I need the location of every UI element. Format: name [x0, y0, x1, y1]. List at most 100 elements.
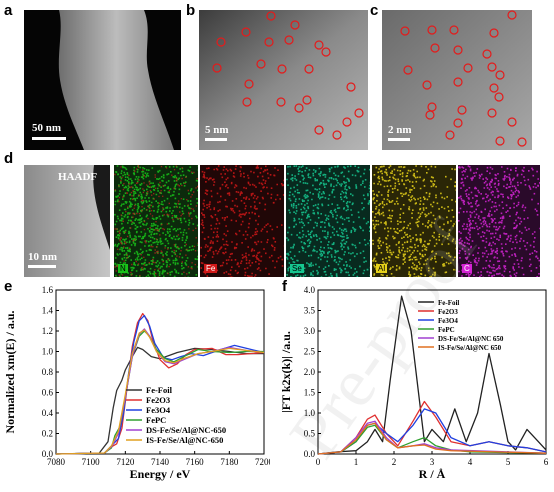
y-tick-label: 0.8 — [42, 367, 54, 377]
scale-bar-b — [205, 138, 227, 141]
eds-speckle — [200, 165, 284, 277]
atom-circle — [449, 25, 459, 35]
y-tick-label: 0.2 — [42, 429, 53, 439]
x-axis-label: Energy / eV — [130, 467, 191, 481]
panel-letter-d: d — [4, 150, 14, 167]
atom-circle — [244, 79, 254, 89]
eds-speckle — [458, 165, 540, 277]
y-tick-label: 1.5 — [304, 388, 316, 398]
scale-label-b: 5 nm — [205, 124, 229, 136]
atom-circle — [314, 40, 324, 50]
panel-letter-c: c — [370, 2, 379, 19]
x-tick-label: 1 — [354, 457, 359, 467]
atom-circle — [294, 103, 304, 113]
y-tick-label: 1.6 — [42, 285, 54, 295]
atom-circle — [445, 130, 455, 140]
exafs-chart: 0 1 2 3 4 5 6 0.0 0.5 1.0 1.5 2.0 2.5 3.0 3.5 4.0 R / Å |… — [279, 285, 548, 481]
legend-entry: Fe2O3 — [438, 308, 458, 316]
x-tick-label: 2 — [392, 457, 397, 467]
atom-circle — [517, 137, 527, 147]
y-tick-label: 1.0 — [304, 408, 316, 418]
x-tick-label: 5 — [506, 457, 511, 467]
legend-entry: DS-Fe/Se/Al@NC-650 — [146, 425, 226, 435]
x-tick-label: 7100 — [82, 457, 101, 467]
eds-map-se: Se — [286, 165, 370, 277]
atom-circle — [290, 20, 300, 30]
atom-circle — [430, 43, 440, 53]
y-axis-label: |FT k2x(k)| /a.u. — [279, 331, 293, 413]
atom-circle — [495, 136, 505, 146]
atom-circle — [489, 83, 499, 93]
atom-circle — [463, 63, 473, 73]
atom-circle — [487, 62, 497, 72]
atom-circle — [453, 118, 463, 128]
x-tick-label: 0 — [316, 457, 321, 467]
atom-circle — [489, 28, 499, 38]
atom-circle — [277, 64, 287, 74]
atom-circle — [304, 64, 314, 74]
atom-circle — [487, 108, 497, 118]
x-tick-label: 4 — [468, 457, 473, 467]
panel-letter-b: b — [186, 2, 196, 19]
panel-letter-f: f — [282, 278, 287, 295]
legend-entry: FePC — [438, 326, 455, 334]
atom-circle — [427, 25, 437, 35]
atom-circle — [321, 47, 331, 57]
scale-bar-d — [28, 265, 56, 268]
scale-label-a: 50 nm — [32, 122, 62, 134]
atom-circle — [241, 27, 251, 37]
series-line-5 — [317, 422, 547, 455]
y-axis-label: Normalized xm(E) / a.u. — [3, 311, 17, 434]
eds-map-fe: Fe — [200, 165, 284, 277]
eds-label-fe: Fe — [204, 264, 218, 273]
eds-label-al: Al — [376, 264, 388, 273]
x-tick-label: 7120 — [116, 457, 135, 467]
atom-circle — [457, 105, 467, 115]
atom-circle — [495, 70, 505, 80]
y-tick-label: 0.6 — [42, 388, 54, 398]
atom-circle — [422, 80, 432, 90]
legend-entry: DS-Fe/Se/Al@NC 650 — [438, 335, 504, 343]
eds-speckle — [114, 165, 198, 277]
atom-circle — [276, 97, 286, 107]
eds-label-n: N — [118, 264, 128, 273]
atom-circle — [494, 92, 504, 102]
legend-entry: Fe3O4 — [438, 317, 458, 325]
x-axis-label: R / Å — [419, 467, 446, 481]
atom-circle — [264, 37, 274, 47]
eds-speckle — [372, 165, 456, 277]
y-tick-label: 1.2 — [42, 326, 53, 336]
legend-entry: Fe-Foil — [146, 385, 173, 395]
haadf-image-d: HAADF 10 nm — [24, 165, 110, 277]
x-tick-label: 6 — [544, 457, 548, 467]
x-tick-label: 7140 — [151, 457, 170, 467]
y-tick-label: 3.5 — [304, 306, 316, 316]
atom-circle — [342, 117, 352, 127]
scale-bar-c — [388, 138, 410, 141]
atom-circle — [453, 45, 463, 55]
series-line-0 — [55, 346, 264, 455]
panel-letter-a: a — [4, 2, 13, 19]
legend-entry: FePC — [146, 415, 166, 425]
eds-speckle — [286, 165, 370, 277]
atom-circle — [346, 82, 356, 92]
panel-letter-e: e — [4, 278, 13, 295]
atom-circle — [256, 59, 266, 69]
series-line-4 — [317, 420, 547, 455]
scale-bar-a — [32, 137, 66, 140]
eds-map-c: C — [458, 165, 540, 277]
stem-image-c: 2 nm — [382, 10, 532, 150]
legend-entry: Fe-Foil — [438, 299, 459, 307]
y-tick-label: 0.4 — [42, 408, 54, 418]
atom-circle — [482, 49, 492, 59]
series-line-5 — [55, 329, 265, 455]
atom-circle — [425, 110, 435, 120]
y-tick-label: 3.0 — [304, 326, 316, 336]
atom-circle — [314, 125, 324, 135]
y-tick-label: 2.0 — [304, 367, 316, 377]
eds-map-al: Al — [372, 165, 456, 277]
atom-circle — [284, 35, 294, 45]
legend-entry: IS-Fe/Se/Al@NC 650 — [438, 344, 502, 352]
atom-circle — [453, 77, 463, 87]
